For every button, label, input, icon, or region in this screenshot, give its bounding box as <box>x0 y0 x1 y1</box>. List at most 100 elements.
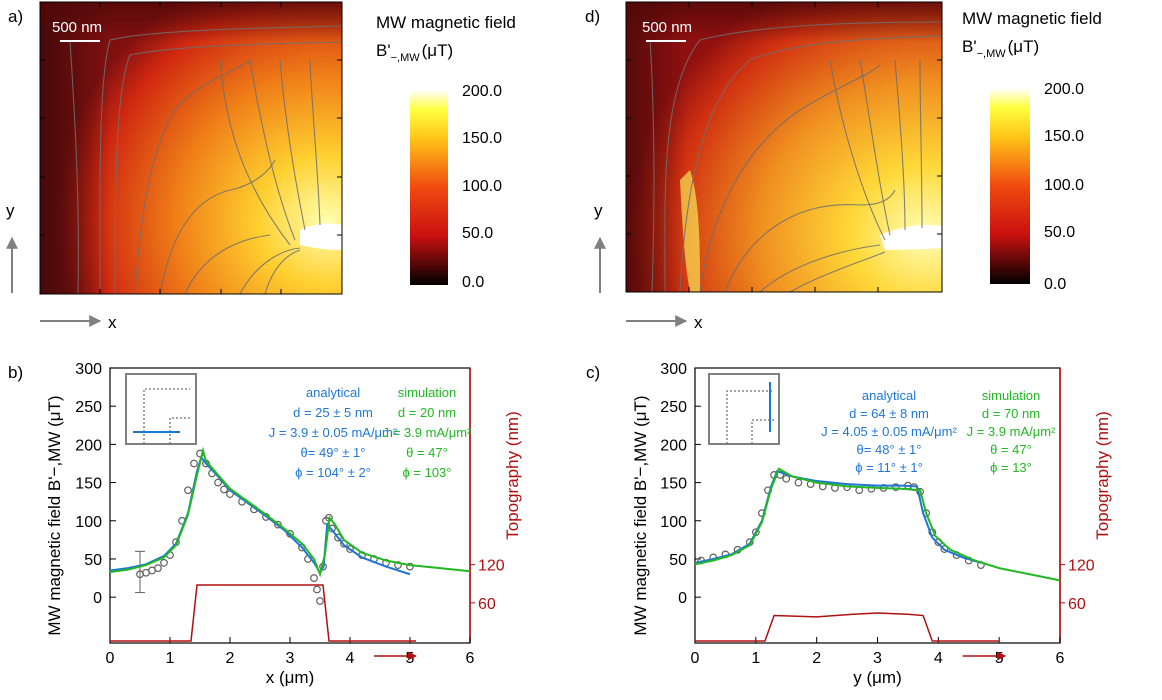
data-point-b <box>154 564 162 573</box>
cbar-d-tick: 0.0 <box>1044 276 1066 293</box>
y-tick-label-c: 300 <box>660 361 687 378</box>
x-tick-label-c: 4 <box>934 650 943 667</box>
map-d <box>626 2 943 293</box>
map-d-axis-x: x <box>694 313 703 332</box>
data-point-b <box>316 597 324 605</box>
x-tick-label-b: 1 <box>166 650 175 667</box>
panel-b-letter: b) <box>8 363 23 382</box>
panel-a-letter: a) <box>8 7 23 26</box>
y-tick-label-c: 200 <box>660 437 687 454</box>
legend-c-analytical-line: J = 4.05 ± 0.05 mA/μm² <box>821 424 957 439</box>
x-axis-label-b: x (μm) <box>266 668 315 687</box>
legend-c-analytical-line: ϕ = 11° ± 1° <box>855 460 923 475</box>
data-point-b <box>220 485 228 494</box>
x-tick-label-b: 6 <box>466 650 475 667</box>
legend-b-simulation-line: θ = 47° <box>406 445 448 460</box>
panel-c-letter: c) <box>586 363 600 382</box>
data-point-c <box>940 545 949 553</box>
data-point-b <box>274 520 282 529</box>
x-axis-label-c: y (μm) <box>853 668 902 687</box>
legend-c-simulation-line: J = 3.9 mA/μm² <box>967 424 1056 439</box>
y-tick-label-b: 200 <box>75 437 102 454</box>
legend-c-simulation-line: θ = 47° <box>990 442 1032 457</box>
x-tick-label-c: 0 <box>691 650 700 667</box>
cbar-a-tick: 50.0 <box>462 225 493 242</box>
data-point-b <box>160 558 168 567</box>
data-point-b <box>184 486 192 495</box>
legend-c-simulation-line: simulation <box>982 388 1041 403</box>
legend-b-analytical-line: analytical <box>306 385 360 400</box>
series-analytical-c <box>694 469 982 564</box>
legend-b-analytical-line: ϕ = 104° ± 2° <box>295 465 371 480</box>
y-right-tick-label-b: 120 <box>478 558 505 575</box>
series-simulation-b <box>109 446 471 578</box>
cbar-d-tick: 100.0 <box>1044 177 1084 194</box>
panel-d-letter: d) <box>585 7 600 26</box>
cbar-a-title-1: MW magnetic field <box>376 13 516 32</box>
cbar-d-tick: 50.0 <box>1044 224 1075 241</box>
x-tick-label-c: 3 <box>873 650 882 667</box>
series-analytical-b <box>109 455 411 576</box>
data-point-b <box>406 562 414 571</box>
legend-c-analytical-line: analytical <box>862 388 916 403</box>
y-tick-label-c: 100 <box>660 514 687 531</box>
y-tick-label-b: 300 <box>75 361 102 378</box>
y-tick-label-b: 0 <box>93 590 102 607</box>
data-point-b <box>346 545 354 553</box>
data-point-c <box>916 487 924 496</box>
colorbar-a <box>410 90 448 285</box>
x-tick-label-c: 5 <box>995 650 1004 667</box>
y-tick-label-c: 0 <box>678 590 687 607</box>
cbar-a-tick: 200.0 <box>462 83 502 100</box>
legend-c-analytical-line: θ= 48° ± 1° <box>857 442 922 457</box>
data-point-c <box>782 474 791 483</box>
y-right-tick-label-b: 60 <box>478 596 496 613</box>
map-a-axis-y: y <box>6 201 15 220</box>
x-tick-label-c: 6 <box>1056 650 1065 667</box>
legend-b-analytical-line: θ= 49° ± 1° <box>301 445 366 460</box>
cbar-a-title-2: B'−,MW (μT) <box>376 41 453 64</box>
cbar-a-ticks: 200.0 150.0 100.0 50.0 0.0 <box>462 83 502 291</box>
cbar-a-tick: 150.0 <box>462 130 502 147</box>
y-tick-label-b: 250 <box>75 399 102 416</box>
cbar-a-tick: 0.0 <box>462 274 484 291</box>
y-axis-label-b: MW magnetic field B'−,MW (μT) <box>45 395 64 635</box>
legend-b-simulation: simulation d = 20 nm J = 3.9 mA/μm² θ = … <box>383 385 472 480</box>
map-a-axis-x: x <box>108 313 117 332</box>
data-point-c <box>891 483 900 492</box>
legend-c-analytical: analytical d = 64 ± 8 nm J = 4.05 ± 0.05… <box>821 388 957 475</box>
data-point-b <box>310 574 318 582</box>
x-tick-label-b: 5 <box>406 650 415 667</box>
x-tick-label-b: 4 <box>346 650 355 667</box>
data-point-b <box>313 585 321 594</box>
y-tick-label-c: 250 <box>660 399 687 416</box>
map-d-scalebar-label: 500 nm <box>642 19 692 36</box>
data-point-b <box>334 533 342 542</box>
x-tick-label-c: 1 <box>751 650 760 667</box>
legend-b-analytical-line: d = 25 ± 5 nm <box>293 405 373 420</box>
y-right-axis-label-b: Topography (nm) <box>503 411 522 540</box>
x-tick-label-b: 2 <box>226 650 235 667</box>
topography-line-b <box>110 584 416 642</box>
topography-line-c <box>695 612 1000 642</box>
y-right-tick-label-c: 60 <box>1068 596 1086 613</box>
x-tick-label-b: 3 <box>286 650 295 667</box>
map-a-scalebar-label: 500 nm <box>52 19 102 36</box>
legend-c-simulation-line: ϕ = 13° <box>990 460 1032 475</box>
cbar-d-title-1: MW magnetic field <box>962 9 1102 28</box>
map-a-frame <box>39 1 343 295</box>
legend-b-simulation-line: d = 20 nm <box>398 405 456 420</box>
legend-c-simulation: simulation d = 70 nm J = 3.9 mA/μm² θ = … <box>967 388 1056 475</box>
map-a-ticks <box>40 2 342 294</box>
data-point-c <box>794 478 803 487</box>
legend-b-simulation-line: ϕ = 103° <box>403 465 452 480</box>
cbar-d-tick: 150.0 <box>1044 128 1084 145</box>
inset-b <box>125 373 197 445</box>
legend-b-simulation-line: simulation <box>398 385 457 400</box>
series-simulation-c <box>694 467 1061 582</box>
panel-a: a) <box>5 1 516 332</box>
